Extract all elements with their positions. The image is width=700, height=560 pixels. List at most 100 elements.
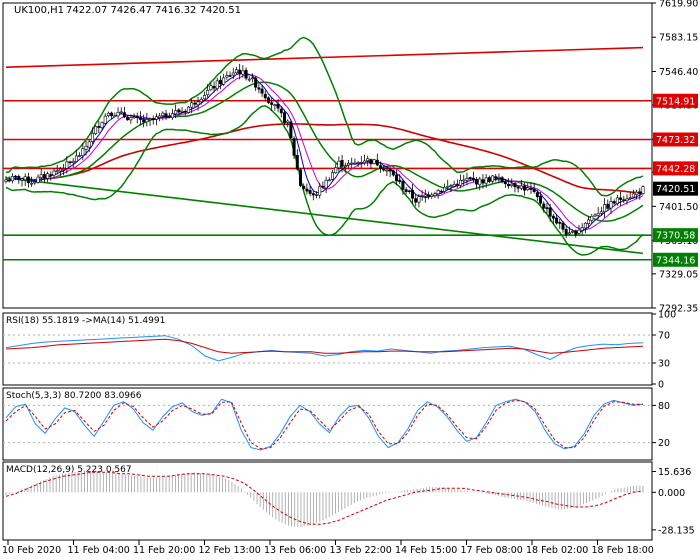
candle-body [193, 102, 197, 105]
candle-body [363, 160, 367, 164]
candle-body [260, 88, 264, 94]
bollinger-mid [5, 81, 644, 222]
candle-body [209, 85, 213, 91]
candle-body [452, 183, 456, 187]
bollinger-upper [5, 36, 644, 197]
candle-body [148, 118, 152, 121]
candle-body [382, 168, 386, 171]
candle-body [417, 196, 421, 203]
candle-body [126, 117, 130, 121]
candle-body [106, 112, 110, 116]
candle-body [234, 69, 238, 74]
candle-body [388, 168, 392, 172]
macd-signal-line [5, 471, 644, 525]
candle-body [110, 112, 114, 117]
candle-body [250, 77, 254, 80]
candle-body [580, 227, 584, 231]
candle-body [52, 170, 56, 176]
rsi-line [5, 335, 644, 362]
level-label-bg [653, 93, 698, 108]
candle-body [14, 175, 18, 178]
candle-body [55, 170, 59, 172]
time-tick-label: 11 Feb 20:00 [133, 545, 195, 556]
candle-body [459, 179, 463, 186]
candle-body [494, 176, 498, 179]
trendline [5, 46, 644, 68]
candle-body [353, 162, 357, 165]
candle-body [122, 112, 126, 118]
candle-body [631, 193, 635, 198]
candle-body [266, 97, 270, 103]
candle-body [407, 190, 411, 193]
candle-body [71, 160, 75, 163]
macd-label: MACD(12,26,9) 5.223 0.567 [6, 465, 132, 475]
candle-body [295, 155, 299, 170]
candle-body [356, 162, 360, 164]
candle-body [103, 115, 107, 124]
candle-body [539, 195, 543, 204]
candle-body [443, 187, 447, 192]
candle-body [327, 179, 331, 182]
candle-body [612, 201, 616, 204]
candle-body [180, 110, 184, 113]
candle-body [571, 230, 575, 233]
time-tick-label: 13 Feb 06:00 [264, 545, 326, 556]
macd-tick-label: -28.135 [658, 525, 695, 536]
price-tick-label: 7401.50 [659, 202, 698, 213]
candle-body [564, 228, 568, 235]
candle-body [90, 132, 94, 142]
candle-body [186, 106, 190, 113]
candle-body [84, 145, 88, 150]
candle-body [81, 148, 85, 156]
candle-body [324, 179, 328, 189]
candle-body [558, 221, 562, 224]
candle-body [337, 160, 341, 169]
candle-body [132, 116, 136, 118]
candle-body [318, 186, 322, 196]
candle-body [411, 190, 415, 199]
candle-body [625, 198, 629, 202]
candle-body [369, 159, 373, 165]
candle-body [395, 174, 399, 182]
time-axis: 10 Feb 2020 11 Feb 04:00 11 Feb 20:00 12 Fe… [2, 540, 654, 556]
stoch-tick-label: 20 [658, 438, 670, 449]
candle-body [551, 215, 555, 219]
candle-body [340, 160, 344, 167]
candle-body [468, 177, 472, 180]
price-tick-label: 7546.40 [659, 67, 698, 78]
ma-mid-line [5, 74, 644, 231]
candle-body [222, 77, 226, 85]
candle-body [606, 203, 610, 209]
candle-body [20, 178, 24, 181]
candle-body [433, 193, 437, 196]
candle-body [513, 182, 517, 188]
price-panel: UK100,H1 7422.07 7426.47 7416.32 7420.51… [3, 0, 698, 315]
candle-body [33, 181, 37, 184]
rsi-label: RSI(18) 55.1819 ->MA(14) 51.4991 [6, 316, 165, 326]
rsi-tick-label: 70 [658, 331, 670, 342]
candle-body [241, 70, 245, 75]
level-label-bg [653, 132, 698, 147]
price-header-symbol: UK100,H1 [14, 5, 64, 16]
candle-body [145, 119, 149, 123]
candle-body [379, 165, 383, 169]
candle-body [154, 116, 158, 120]
candle-body [484, 177, 488, 184]
candle-body [599, 211, 603, 214]
candle-body [42, 174, 46, 179]
candle-body [523, 185, 527, 191]
candle-body [270, 102, 274, 105]
time-tick-label: 11 Feb 04:00 [68, 545, 130, 556]
candle-body [491, 175, 495, 182]
panel-frame-2 [2, 387, 653, 461]
rsi-tick-label: 30 [658, 359, 670, 370]
candle-body [475, 179, 479, 185]
candle-body [273, 104, 277, 107]
time-tick-label: 14 Feb 15:00 [395, 545, 457, 556]
price-tick-label: 7292.35 [659, 304, 698, 315]
candle-body [609, 201, 613, 209]
candle-body [49, 174, 53, 177]
level-label: 7344.16 [656, 255, 695, 266]
candle-body [244, 69, 248, 79]
